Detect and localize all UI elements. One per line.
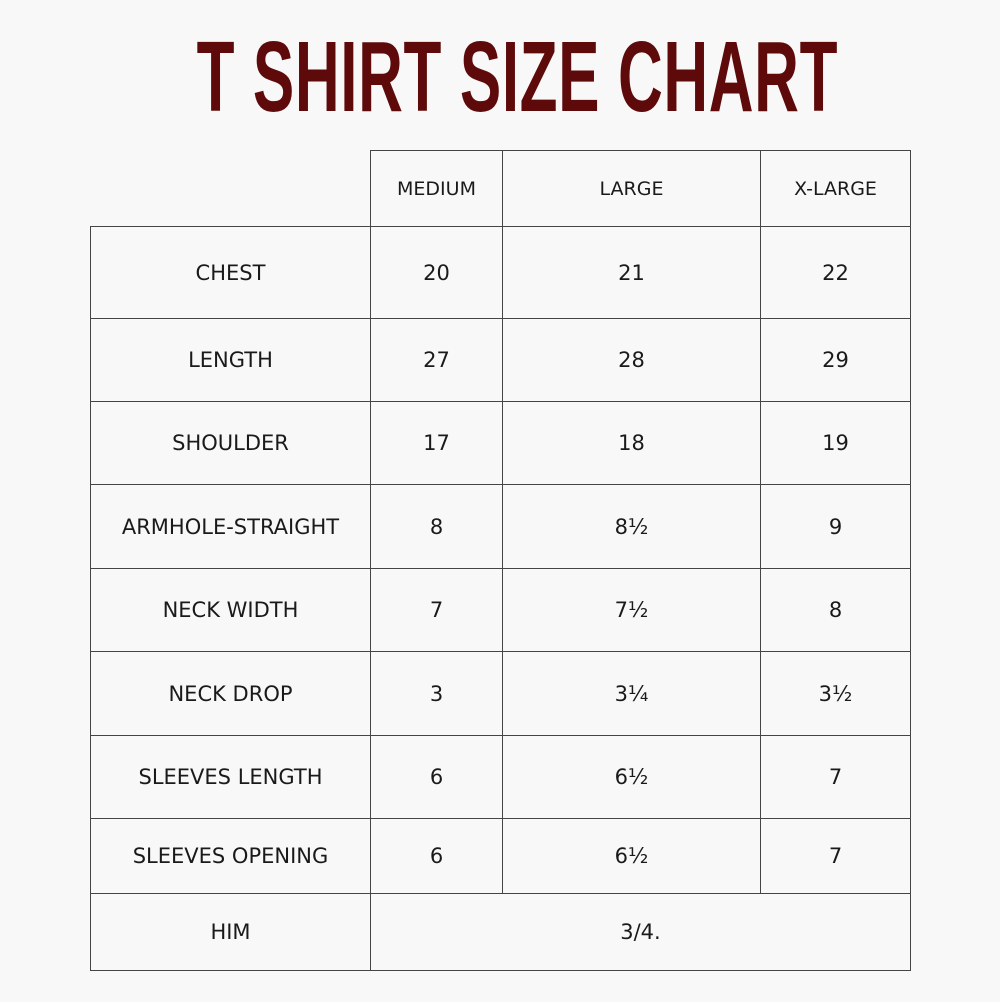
size-value-cell: 6½	[502, 735, 761, 819]
size-chart-table: MEDIUM LARGE X-LARGE CHEST 20 21 22 LENGTH 27…	[90, 150, 911, 971]
size-value-cell: 8	[370, 484, 503, 569]
table-row: SHOULDER 17 18 19	[90, 401, 911, 485]
table-row: LENGTH 27 28 29	[90, 318, 911, 402]
size-value-cell: 6	[370, 818, 503, 894]
row-label: SHOULDER	[90, 401, 371, 485]
size-value-cell: 7	[760, 735, 911, 819]
size-value-cell: 6½	[502, 818, 761, 894]
row-label: CHEST	[90, 226, 371, 319]
size-value-cell: 20	[370, 226, 503, 319]
size-value-cell: 8	[760, 568, 911, 652]
column-header-large: LARGE	[502, 150, 761, 227]
size-value-cell: 18	[502, 401, 761, 485]
footer-value-cell: 3/4.	[370, 893, 911, 971]
row-label: SLEEVES OPENING	[90, 818, 371, 894]
size-value-cell: 3½	[760, 651, 911, 736]
size-value-cell: 27	[370, 318, 503, 402]
row-label: ARMHOLE-STRAIGHT	[90, 484, 371, 569]
size-value-cell: 7	[370, 568, 503, 652]
table-row: ARMHOLE-STRAIGHT 8 8½ 9	[90, 484, 911, 569]
column-header-medium: MEDIUM	[370, 150, 503, 227]
row-label: HIM	[90, 893, 371, 971]
row-label: LENGTH	[90, 318, 371, 402]
size-value-cell: 3¼	[502, 651, 761, 736]
footer-row: HIM 3/4.	[90, 893, 911, 971]
size-value-cell: 19	[760, 401, 911, 485]
header-blank-cell	[90, 150, 371, 227]
row-label: NECK DROP	[90, 651, 371, 736]
size-value-cell: 22	[760, 226, 911, 319]
column-header-x-large: X-LARGE	[760, 150, 911, 227]
size-value-cell: 29	[760, 318, 911, 402]
header-row: MEDIUM LARGE X-LARGE	[90, 150, 911, 227]
size-value-cell: 8½	[502, 484, 761, 569]
table-row: CHEST 20 21 22	[90, 226, 911, 319]
row-label: NECK WIDTH	[90, 568, 371, 652]
row-label: SLEEVES LENGTH	[90, 735, 371, 819]
size-value-cell: 6	[370, 735, 503, 819]
size-value-cell: 28	[502, 318, 761, 402]
size-value-cell: 7	[760, 818, 911, 894]
table-row: SLEEVES LENGTH 6 6½ 7	[90, 735, 911, 819]
size-value-cell: 9	[760, 484, 911, 569]
size-value-cell: 17	[370, 401, 503, 485]
table-row: SLEEVES OPENING 6 6½ 7	[90, 818, 911, 894]
size-value-cell: 3	[370, 651, 503, 736]
size-value-cell: 7½	[502, 568, 761, 652]
table-row: NECK WIDTH 7 7½ 8	[90, 568, 911, 652]
table-row: NECK DROP 3 3¼ 3½	[90, 651, 911, 736]
size-value-cell: 21	[502, 226, 761, 319]
title-text: T SHIRT SIZE CHART	[196, 21, 839, 133]
page-title: T SHIRT SIZE CHART	[0, 22, 1000, 132]
